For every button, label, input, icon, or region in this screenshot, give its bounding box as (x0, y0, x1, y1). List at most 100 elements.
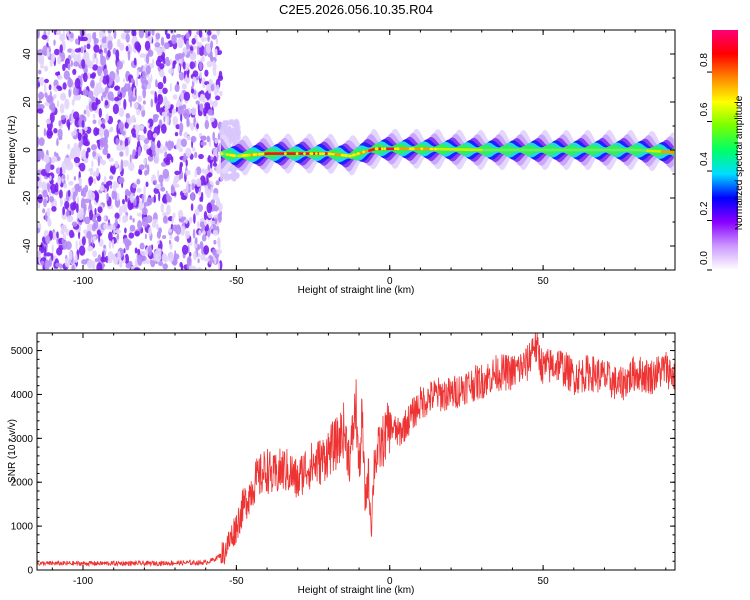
band-core (278, 152, 281, 155)
noise-blob (194, 208, 200, 216)
band-core (480, 148, 483, 152)
x-tick-label: 0 (387, 576, 393, 587)
noise-blob (76, 196, 79, 204)
noise-blob (124, 160, 129, 165)
noise-blob (155, 148, 160, 158)
noise-blob (37, 49, 44, 56)
band-dot (357, 152, 360, 155)
noise-blob (199, 61, 203, 71)
noise-blob (153, 218, 158, 224)
band-core (235, 154, 238, 158)
noise-blob (141, 84, 146, 90)
snr-y-ticks: 0 1000 2000 3000 4000 5000 (11, 332, 675, 577)
band-core (360, 151, 364, 155)
noise-blob (197, 221, 200, 229)
noise-blob (40, 260, 45, 266)
band-core (637, 148, 640, 152)
noise-blob (106, 192, 109, 201)
band-core (279, 152, 283, 155)
noise-blob (236, 124, 241, 131)
colorbar-label: Normalized spectral amplitude (734, 95, 745, 230)
band-core (572, 148, 575, 152)
noise-blob (59, 166, 63, 176)
noise-blob (90, 79, 95, 89)
y-tick-label: 0 (22, 147, 33, 153)
noise-blob (175, 106, 178, 113)
noise-blob (67, 122, 70, 131)
noise-blob (37, 108, 44, 114)
band-core (607, 148, 610, 152)
noise-blob (123, 78, 125, 83)
noise-blob (42, 208, 46, 214)
noise-blob (157, 81, 164, 90)
noise-blob (139, 169, 143, 175)
band-core (618, 148, 621, 152)
noise-blob (81, 120, 85, 128)
band-core (500, 148, 503, 152)
noise-blob (117, 90, 120, 95)
noise-blob (101, 251, 105, 262)
noise-blob (67, 143, 71, 150)
noise-blob (136, 178, 141, 185)
noise-blob (160, 186, 166, 192)
noise-blob (92, 171, 97, 177)
noise-blob (116, 60, 124, 70)
noise-blob (37, 176, 40, 182)
noise-blob (74, 183, 81, 190)
noise-blob (152, 114, 160, 119)
noise-blob (228, 173, 233, 180)
band-core (355, 153, 358, 156)
band-core (592, 148, 595, 152)
noise-blob (198, 153, 204, 160)
noise-blob (193, 89, 197, 96)
noise-blob (103, 68, 108, 76)
band-core (526, 148, 529, 152)
band-core (305, 152, 308, 155)
band-dot (284, 152, 287, 156)
noise-blob (48, 84, 52, 91)
noise-blob (195, 76, 200, 81)
noise-blob (152, 148, 156, 157)
noise-blob (44, 246, 47, 257)
x-tick-label: -50 (229, 576, 244, 587)
band-core (224, 152, 227, 156)
band-core (530, 148, 533, 152)
band-core (666, 150, 669, 154)
noise-blob (44, 78, 49, 84)
noise-blob (185, 169, 191, 176)
noise-blob (49, 195, 54, 203)
band-dot (242, 154, 246, 157)
noise-blob (100, 73, 104, 81)
noise-blob (47, 95, 54, 105)
band-core (276, 152, 279, 155)
noise-blob (78, 129, 83, 134)
band-core (622, 148, 625, 152)
band-core (414, 147, 417, 151)
noise-blob (45, 252, 52, 257)
noise-blob (99, 137, 106, 148)
noise-blob (159, 63, 165, 70)
noise-blob (85, 150, 89, 159)
noise-blob (78, 245, 86, 256)
noise-blob (37, 30, 40, 39)
noise-blob (112, 103, 119, 115)
noise-blob (117, 250, 121, 260)
band-core (475, 148, 478, 152)
noise-blob (151, 30, 155, 36)
noise-blob (94, 258, 99, 263)
noise-blob (186, 256, 192, 267)
noise-blob (47, 182, 50, 190)
band-core (497, 148, 500, 152)
noise-blob (40, 150, 45, 160)
noise-blob (190, 88, 195, 94)
noise-blob (174, 170, 181, 176)
noise-blob (83, 109, 87, 115)
noise-blob (168, 251, 174, 263)
noise-blob (96, 262, 103, 270)
noise-blob (107, 251, 114, 262)
noise-blob (162, 215, 168, 224)
noise-blob (93, 178, 97, 185)
noise-blob (59, 189, 63, 199)
noise-blob (68, 250, 73, 261)
band-core (447, 148, 450, 151)
